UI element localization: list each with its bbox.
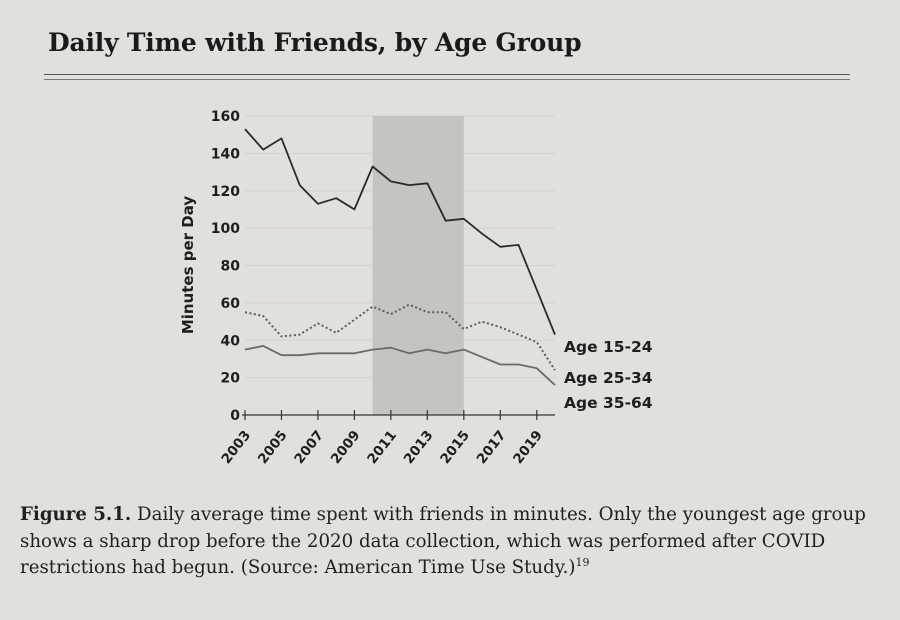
shaded-region	[372, 116, 464, 415]
footnote-ref: 19	[575, 556, 590, 570]
y-tick-label: 80	[221, 259, 241, 275]
x-tick-label: 2017	[474, 428, 510, 467]
x-tick-label: 2009	[328, 428, 364, 467]
x-tick-label: 2003	[218, 428, 254, 467]
title-rule-top	[44, 74, 850, 75]
series-line-age-15-24	[244, 128, 556, 335]
x-tick-label: 2007	[291, 428, 327, 467]
y-axis-label: Minutes per Day	[179, 196, 197, 335]
x-tick-label: 2019	[510, 428, 546, 467]
y-tick-label: 40	[221, 333, 241, 349]
figure-label: Figure 5.1.	[20, 504, 132, 525]
x-tick-label: 2005	[255, 428, 291, 467]
x-tick-label: 2013	[401, 428, 437, 467]
series-label: Age 35-64	[564, 394, 653, 412]
series-label: Age 15-24	[564, 338, 653, 356]
y-tick-label: 140	[211, 146, 240, 162]
series-label: Age 25-34	[564, 369, 653, 387]
line-chart: 0 20 40 60 80 100 120 140 160 Minutes per Day 2003…	[179, 109, 653, 467]
series-line-age-35-64	[244, 344, 556, 386]
x-tick-label: 2015	[437, 428, 473, 467]
title-rule-bottom	[44, 79, 850, 80]
y-tick-label: 120	[211, 184, 240, 200]
figure-caption-text: Daily average time spent with friends in…	[20, 504, 866, 579]
y-tick-label: 160	[211, 109, 240, 125]
y-tick-label: 100	[211, 221, 240, 237]
page-title: Daily Time with Friends, by Age Group	[48, 28, 582, 57]
figure-caption: Figure 5.1. Daily average time spent wit…	[20, 502, 880, 582]
x-tick-label: 2011	[364, 428, 400, 467]
y-tick-label: 0	[230, 408, 240, 424]
series-line-age-25-34	[244, 303, 556, 371]
y-tick-label: 20	[221, 371, 241, 387]
y-tick-label: 60	[221, 296, 241, 312]
